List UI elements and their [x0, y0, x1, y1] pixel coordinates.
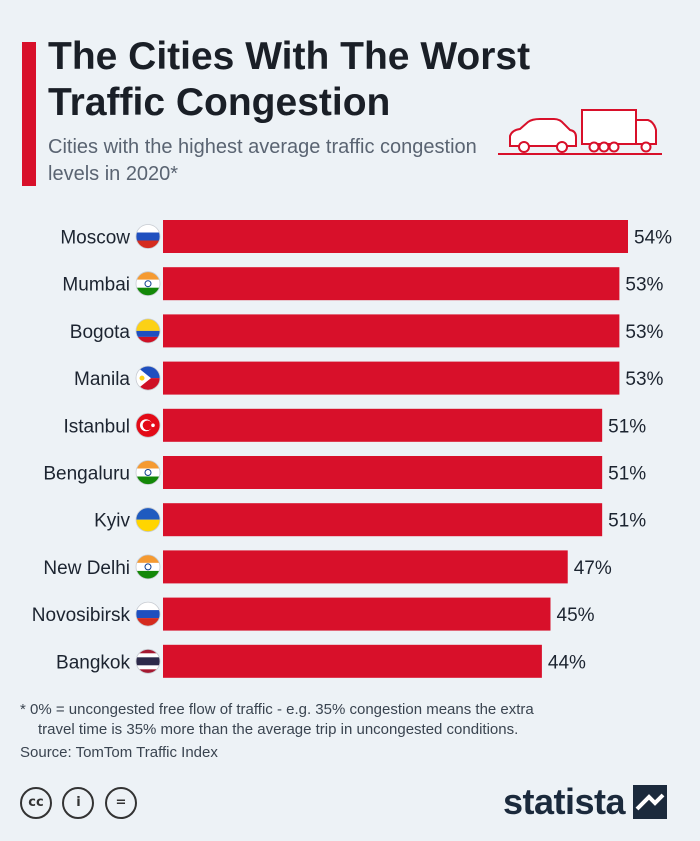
- category-label: Mumbai: [62, 275, 130, 296]
- bar: [163, 597, 551, 631]
- flag-russia-icon: [135, 601, 161, 627]
- bar-row: Mumbai 53%: [62, 267, 664, 301]
- value-label: 51%: [608, 464, 646, 485]
- source-credit: Source: TomTom Traffic Index: [20, 744, 218, 761]
- creative-commons-icon[interactable]: cc: [20, 787, 52, 819]
- category-label: Bogota: [70, 322, 131, 343]
- bar-row: Moscow 54%: [60, 220, 672, 253]
- value-label: 51%: [608, 416, 646, 437]
- category-label: Manila: [74, 369, 130, 390]
- value-label: 47%: [574, 558, 612, 579]
- bar: [163, 220, 628, 253]
- flag-colombia-icon: [135, 318, 161, 344]
- congestion-bar-chart: Moscow 54% Mumbai 53% Bogota 53% Manila 53% Ista…: [32, 220, 672, 678]
- bar-row: Bogota 53%: [70, 314, 664, 348]
- flag-turkey-icon: [135, 412, 161, 438]
- bar: [163, 267, 620, 301]
- category-label: Bangkok: [56, 652, 130, 673]
- category-label: New Delhi: [43, 558, 130, 579]
- category-label: Novosibirsk: [32, 605, 131, 626]
- category-label: Istanbul: [63, 416, 130, 437]
- page-title: The Cities With The Worst Traffic Conges…: [48, 35, 531, 124]
- flag-philippines-icon: [135, 365, 161, 391]
- footnote-line-2: travel time is 35% more than the average…: [38, 721, 519, 738]
- attribution-icon[interactable]: i: [62, 787, 95, 819]
- bar-row: New Delhi 47%: [43, 550, 612, 584]
- category-label: Bengaluru: [43, 464, 130, 485]
- bar: [163, 644, 542, 678]
- flag-ukraine-icon: [135, 507, 161, 533]
- statista-logo[interactable]: statista: [503, 780, 668, 824]
- value-label: 54%: [634, 228, 672, 249]
- title-accent-bar: [22, 42, 36, 186]
- flag-india-icon: [135, 460, 161, 485]
- bar-row: Bangkok 44%: [56, 644, 586, 678]
- value-label: 44%: [548, 652, 586, 673]
- bar-row: Istanbul 51%: [63, 408, 646, 442]
- bar: [163, 408, 603, 442]
- value-label: 53%: [625, 369, 663, 390]
- flag-russia-icon: [135, 224, 161, 249]
- bar: [163, 503, 603, 537]
- value-label: 51%: [608, 511, 646, 532]
- flag-thailand-icon: [135, 648, 161, 674]
- bar-row: Manila 53%: [74, 361, 664, 395]
- flag-india-icon: [135, 554, 161, 580]
- bar-row: Kyiv 51%: [94, 503, 646, 537]
- license-icons[interactable]: cc i =: [20, 787, 143, 819]
- footnote: * 0% = uncongested free flow of traffic …: [20, 700, 670, 740]
- bar: [163, 550, 568, 584]
- flag-india-icon: [135, 271, 161, 297]
- bar: [163, 314, 620, 348]
- footnote-line-1: * 0% = uncongested free flow of traffic …: [20, 701, 534, 718]
- bar-row: Novosibirsk 45%: [32, 597, 595, 631]
- bar: [163, 361, 620, 395]
- bar-row: Bengaluru 51%: [43, 456, 646, 489]
- statista-wordmark: statista: [503, 781, 626, 822]
- category-label: Moscow: [60, 228, 130, 249]
- category-label: Kyiv: [94, 511, 130, 532]
- statista-mark-icon: [633, 785, 668, 819]
- value-label: 53%: [625, 322, 663, 343]
- no-derivatives-icon[interactable]: =: [104, 787, 137, 819]
- value-label: 53%: [625, 275, 663, 296]
- traffic-vehicles-icon: [498, 109, 662, 155]
- page-subtitle: Cities with the highest average traffic …: [48, 136, 477, 185]
- value-label: 45%: [557, 605, 595, 626]
- bar: [163, 456, 603, 489]
